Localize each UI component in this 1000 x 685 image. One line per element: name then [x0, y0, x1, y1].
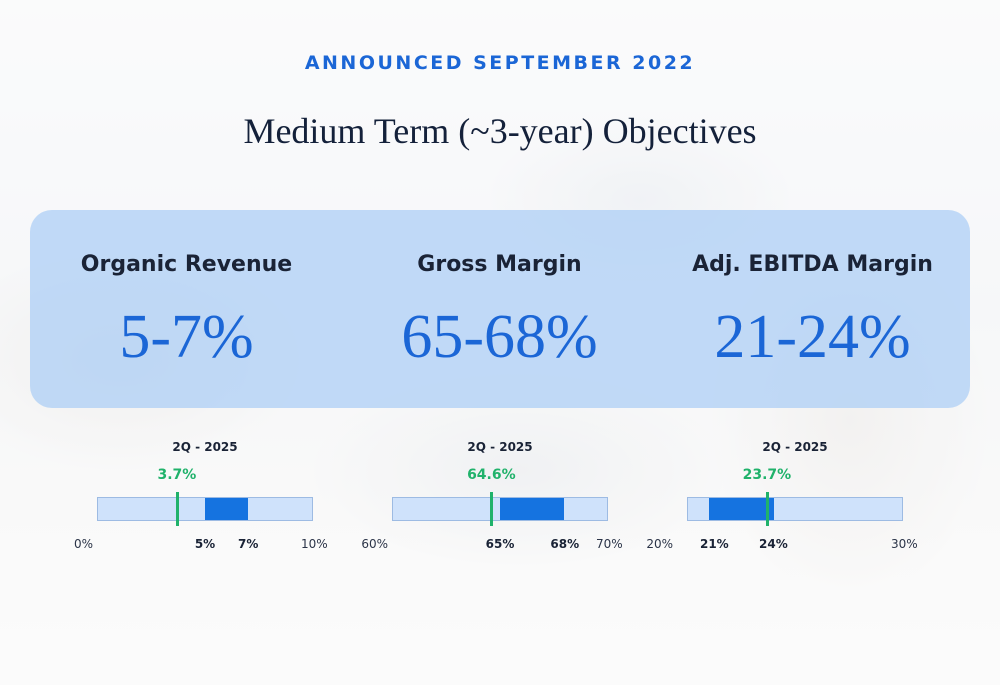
period-label: 2Q - 2025 [762, 440, 828, 454]
range-low-label: 5% [194, 537, 216, 551]
axis-max-label: 70% [596, 537, 623, 551]
range-low-label: 65% [485, 537, 515, 551]
axis-min-label: 20% [646, 537, 673, 551]
range-low-label: 21% [699, 537, 729, 551]
current-marker [176, 492, 180, 526]
range-high-label: 7% [238, 537, 259, 551]
axis-max-label: 10% [301, 537, 328, 551]
current-value-label: 3.7% [157, 467, 197, 483]
metric-value: 5-7% [119, 303, 254, 371]
current-marker [490, 492, 494, 526]
range-high-label: 68% [550, 537, 580, 551]
axis-min-label: 60% [361, 537, 388, 551]
gauge-track [392, 492, 608, 526]
axis-max-label: 30% [891, 537, 918, 551]
metric-value: 21-24% [714, 303, 911, 371]
gauge-organic-revenue: 2Q - 2025 3.7% 0% 5% 7% 10% [55, 440, 355, 560]
gauge-adj-ebitda-margin: 2Q - 2025 23.7% 20% 21% 24% 30% [645, 440, 945, 560]
period-label: 2Q - 2025 [172, 440, 238, 454]
axis-min-label: 0% [73, 537, 93, 551]
target-range-bar [205, 498, 248, 520]
target-range-bar [500, 498, 565, 520]
target-range-bar [709, 498, 774, 520]
page-title: Medium Term (~3-year) Objectives [243, 111, 757, 151]
gauge-track [97, 492, 313, 526]
period-label: 2Q - 2025 [467, 440, 533, 454]
gauge-track [687, 492, 903, 526]
current-value-label: 23.7% [742, 467, 792, 483]
current-marker [766, 492, 770, 526]
announcement-label: ANNOUNCED SEPTEMBER 2022 [304, 52, 696, 74]
range-high-label: 24% [759, 537, 788, 551]
metric-value: 65-68% [401, 303, 598, 371]
current-value-label: 64.6% [467, 467, 516, 483]
metric-gross-margin: Gross Margin 65-68% [343, 210, 656, 408]
metric-label: Adj. EBITDA Margin [692, 252, 933, 277]
metric-label: Gross Margin [417, 252, 582, 277]
metric-label: Organic Revenue [80, 252, 293, 277]
metric-adj-ebitda-margin: Adj. EBITDA Margin 21-24% [656, 210, 969, 408]
gauge-gross-margin: 2Q - 2025 64.6% 60% 65% 68% 70% [350, 440, 650, 560]
metric-organic-revenue: Organic Revenue 5-7% [30, 210, 343, 408]
objectives-panel: Organic Revenue 5-7% Gross Margin 65-68%… [30, 210, 970, 408]
